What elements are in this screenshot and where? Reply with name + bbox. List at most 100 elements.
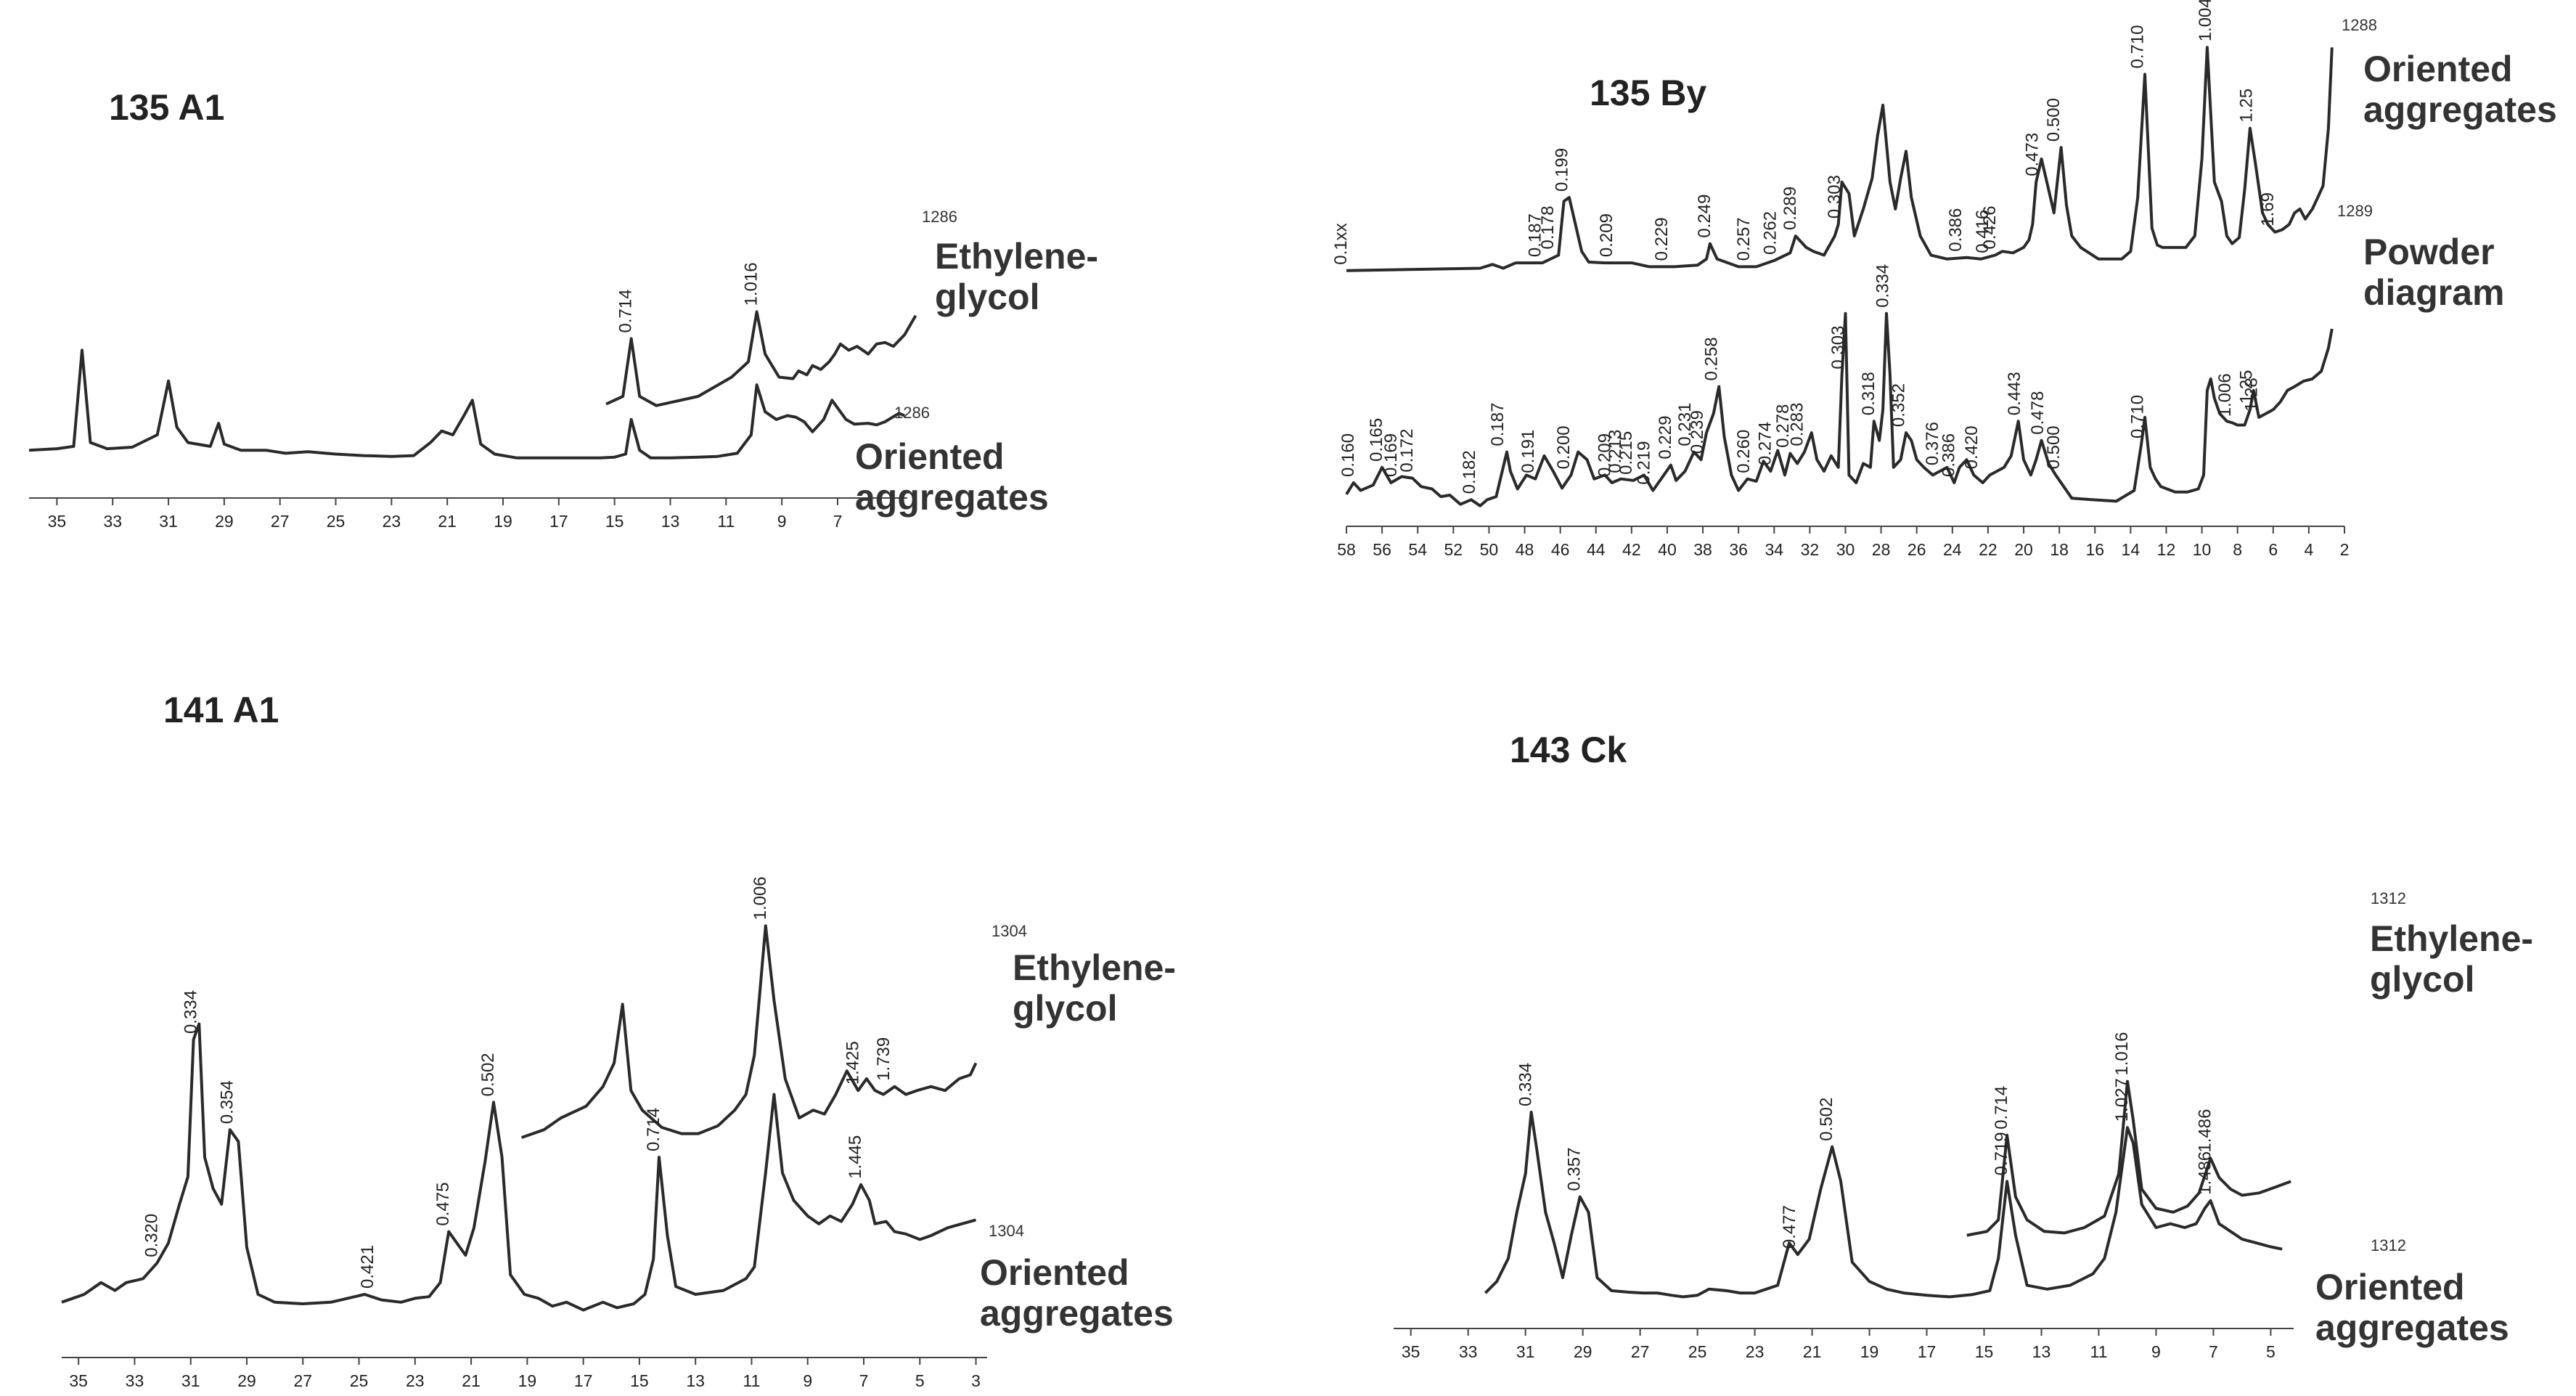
chart-135-a1-tick-label: 21 — [438, 512, 457, 531]
chart-135-by-oriented-aggregates-label-line: Oriented — [2363, 49, 2513, 89]
chart-135-a1-ethylene-glycol-label-line: glycol — [935, 277, 1039, 317]
chart-135-by-powder-diagram-trace — [1345, 311, 2334, 507]
chart-135-by-powder-diagram-peak-label: 0.182 — [1460, 450, 1479, 494]
chart-135-by-powder-diagram-peak-label: 0.200 — [1554, 425, 1574, 469]
chart-141-a1-tick-label: 35 — [69, 1371, 88, 1390]
chart-135-by-powder-diagram-label: Powder diagram — [2363, 232, 2505, 313]
chart-135-by-oriented-aggregates-peak-label: 0.262 — [1761, 211, 1780, 255]
chart-143-ck-oriented-aggregates-peak-label: 0.477 — [1780, 1205, 1799, 1249]
chart-141-a1-oriented-aggregates-trace — [61, 1022, 977, 1312]
chart-143-ck-ethylene-glycol-label-line: Ethylene- — [2370, 918, 2533, 959]
chart-135-by-powder-diagram-peak-label: 0.231 — [1675, 403, 1695, 446]
chart-135-by-tick-label: 56 — [1373, 540, 1391, 559]
chart-135-a1-tick-label: 13 — [661, 512, 680, 531]
chart-135-by-powder-diagram-peak-label: 0.213 — [1606, 430, 1625, 473]
chart-135-a1-tick-label: 31 — [159, 512, 178, 531]
chart-135-by-powder-diagram-peak-label: 0.219 — [1634, 441, 1653, 485]
chart-141-a1-tick-label: 3 — [971, 1371, 981, 1390]
chart-135-a1-tick-label: 15 — [605, 512, 624, 531]
chart-135-by-tick-label: 14 — [2122, 540, 2140, 559]
chart-135-by-oriented-aggregates-peak-label: 0.199 — [1552, 148, 1571, 192]
chart-135-by-powder-diagram-peak-label: 0.420 — [1962, 425, 1982, 469]
chart-141-a1-tick-label: 21 — [462, 1371, 481, 1390]
chart-135-a1-tick-label: 35 — [48, 512, 67, 531]
chart-135-by-tick-label: 50 — [1480, 540, 1499, 559]
chart-135-a1-tick-label: 29 — [215, 512, 234, 531]
chart-143-ck-tick-label: 35 — [1402, 1342, 1420, 1361]
chart-135-by-tick-label: 26 — [1908, 540, 1926, 559]
chart-135-by-oriented-aggregates-label-line: aggregates — [2363, 89, 2557, 130]
chart-141-a1-tick-label: 31 — [181, 1371, 200, 1390]
chart-135-by-tick-label: 8 — [2233, 540, 2242, 559]
chart-135-by-tick-label: 36 — [1729, 540, 1748, 559]
chart-143-ck-tick-label: 7 — [2209, 1342, 2218, 1361]
chart-135-by-tick-label: 52 — [1444, 540, 1463, 559]
chart-135-by-powder-diagram-peak-label: 0.334 — [1873, 264, 1892, 308]
chart-135-a1-oriented-aggregates-trace — [28, 348, 905, 460]
chart-135-by-oriented-aggregates-peak-label: 1.69 — [2258, 192, 2278, 226]
chart-143-ck-tick-label: 31 — [1516, 1342, 1535, 1361]
chart-135-by-oriented-aggregates-peak-label: 0.710 — [2128, 25, 2148, 68]
chart-143-ck-tick-label: 15 — [1975, 1342, 1994, 1361]
chart-135-by-powder-diagram-peak-label: 0.209 — [1595, 433, 1614, 477]
chart-141-a1-tick-label: 13 — [686, 1371, 705, 1390]
chart-135-by-tick-label: 44 — [1587, 540, 1606, 559]
chart-135-by-powder-diagram-peak-label: 1.006 — [2215, 373, 2235, 417]
chart-135-by-tick-label: 22 — [1979, 540, 1998, 559]
chart-143-ck-oriented-aggregates-peak-label: 0.334 — [1516, 1063, 1536, 1106]
chart-141-a1-ethylene-glycol-peak-label: 1.739 — [874, 1037, 894, 1081]
chart-135-by-powder-diagram-peak-label: 0.160 — [1338, 433, 1358, 477]
chart-135-by-powder-diagram-peak-label: 1.28 — [2242, 377, 2262, 412]
chart-141-a1-tick-label: 23 — [406, 1371, 425, 1390]
chart-143-ck-oriented-aggregates-peak-label: 0.719 — [1992, 1132, 2011, 1175]
chart-135-by-tick-label: 58 — [1337, 540, 1356, 559]
chart-141-a1-oriented-aggregates-peak-label: 1.445 — [846, 1135, 865, 1179]
chart-135-by-powder-diagram-peak-label: 0.278 — [1773, 404, 1793, 448]
chart-141-a1-ethylene-glycol-peak-label: 1.425 — [843, 1041, 862, 1085]
chart-135-by-oriented-aggregates-peak-label: 1.25 — [2236, 89, 2256, 123]
chart-135-by-powder-diagram-peak-label: 0.303 — [1828, 326, 1848, 370]
chart-135-by-oriented-aggregates-peak-label: 0.386 — [1946, 208, 1966, 252]
chart-141-a1-oriented-aggregates-peak-label: 0.354 — [218, 1080, 237, 1124]
chart-135-a1-ethylene-glycol-peak-label: 1.016 — [742, 262, 761, 306]
chart-141-a1-ethylene-glycol-label: Ethylene-glycol — [1013, 947, 1176, 1029]
chart-135-by-powder-diagram-peak-label: 0.172 — [1397, 429, 1417, 473]
chart-135-by-powder-diagram-peak-label: 1.25 — [2236, 370, 2256, 404]
chart-135-by-powder-diagram-peak-label: 0.283 — [1788, 403, 1807, 446]
chart-135-a1-ethylene-glycol-trace — [605, 310, 917, 407]
chart-135-a1-tick-label: 23 — [383, 512, 401, 531]
chart-135-by-tick-label: 18 — [2050, 540, 2069, 559]
chart-141-a1-oriented-aggregates-label: Oriented aggregates — [980, 1252, 1174, 1334]
chart-141-a1-ethylene-glycol-label-line: Ethylene- — [1013, 947, 1176, 988]
chart-135-a1-oriented-aggregates-label-line: Oriented — [855, 436, 1005, 477]
chart-135-by-powder-diagram-peak-label: 0.187 — [1488, 403, 1508, 446]
chart-141-a1-tick-label: 7 — [859, 1371, 869, 1390]
chart-141-a1-oriented-aggregates-peak-label: 0.320 — [142, 1214, 161, 1257]
chart-135-by-oriented-aggregates-peak-label: 0.1xx — [1331, 223, 1351, 264]
chart-143-ck-oriented-aggregates-peak-label: 0.357 — [1565, 1148, 1585, 1191]
chart-135-by-powder-diagram-peak-label: 0.376 — [1923, 422, 1942, 465]
chart-135-by-powder-diagram-peak-label: 0.229 — [1656, 416, 1675, 460]
chart-141-a1-oriented-aggregates-label-line: Oriented — [980, 1252, 1129, 1293]
chart-135-by-powder-diagram-peak-label: 0.386 — [1939, 433, 1958, 477]
chart-143-ck-tick-label: 33 — [1459, 1342, 1478, 1361]
chart-135-by-powder-diagram-end-number: 1289 — [2337, 202, 2373, 220]
chart-135-by-tick-label: 2 — [2340, 540, 2350, 559]
chart-135-by-oriented-aggregates-peak-label: 0.178 — [1538, 205, 1558, 249]
chart-135-a1-oriented-aggregates-label-line: aggregates — [855, 477, 1049, 518]
chart-143-ck-ethylene-glycol-peak-label: 1.486 — [2195, 1109, 2215, 1153]
chart-135-by-tick-label: 30 — [1836, 540, 1855, 559]
chart-135-a1-oriented-aggregates-end-number: 1286 — [894, 404, 930, 422]
chart-141-a1-oriented-aggregates-peak-label: 0.714 — [644, 1108, 663, 1151]
chart-143-ck-oriented-aggregates-peak-label: 1.486 — [2195, 1151, 2215, 1195]
chart-135-by-oriented-aggregates-peak-label: 0.257 — [1734, 217, 1754, 261]
chart-135-by-oriented-aggregates-peak-label: 0.289 — [1780, 187, 1800, 230]
chart-141-a1-ethylene-glycol-peak-label: 1.006 — [751, 876, 770, 920]
chart-135-by-tick-label: 42 — [1622, 540, 1641, 559]
chart-135-by-oriented-aggregates-peak-label: 0.426 — [1980, 205, 2000, 249]
chart-135-by-tick-label: 24 — [1943, 540, 1962, 559]
chart-143-ck-oriented-aggregates-label: Oriented aggregates — [2315, 1267, 2509, 1348]
chart-141-a1-tick-label: 19 — [518, 1371, 537, 1390]
chart-141-a1-tick-label: 29 — [237, 1371, 256, 1390]
